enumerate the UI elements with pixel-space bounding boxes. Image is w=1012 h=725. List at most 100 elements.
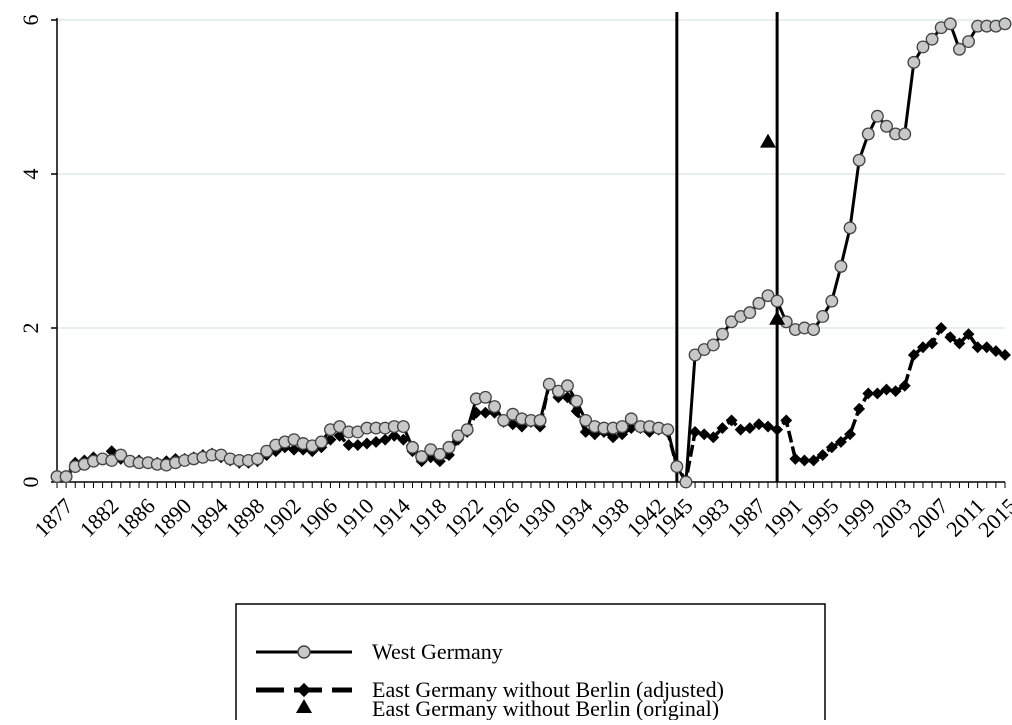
west-germany-point bbox=[451, 429, 465, 443]
period-break-lines bbox=[675, 12, 779, 482]
west-germany-point bbox=[478, 390, 492, 404]
west-germany-point bbox=[615, 420, 629, 434]
east-adjusted-point bbox=[351, 439, 364, 451]
legend-entry-east-germany-original: East Germany without Berlin (original) bbox=[296, 696, 719, 721]
legend-label-east-germany-original: East Germany without Berlin (original) bbox=[372, 696, 719, 720]
west-germany-point bbox=[870, 109, 884, 123]
x-tick-label: 1877 bbox=[29, 493, 78, 542]
west-germany-point bbox=[579, 413, 593, 427]
x-tick-label: 1886 bbox=[111, 493, 160, 542]
y-tick-label: 2 bbox=[18, 323, 43, 334]
legend-label-east-germany-adjusted: East Germany without Berlin (adjusted) bbox=[372, 677, 724, 702]
x-axis-tick-labels: 1877188218861890189418981902190619101914… bbox=[29, 493, 1012, 542]
east-adjusted-point bbox=[388, 429, 401, 442]
west-germany-point bbox=[251, 452, 264, 466]
west-germany-point bbox=[770, 294, 784, 308]
east-adjusted-point bbox=[889, 385, 902, 398]
west-germany-point bbox=[843, 221, 857, 235]
east-adjusted-point bbox=[370, 436, 382, 448]
west-germany-point bbox=[542, 377, 556, 391]
east-adjusted-point bbox=[716, 422, 729, 435]
west-germany-point bbox=[925, 32, 939, 46]
west-germany-point bbox=[670, 460, 684, 474]
west-germany-point bbox=[816, 310, 830, 323]
x-tick-label: 1995 bbox=[795, 493, 844, 542]
east-adjusted-point bbox=[579, 426, 592, 438]
west-germany-point bbox=[679, 475, 693, 489]
east-adjusted-point bbox=[734, 423, 747, 436]
x-tick-label: 1983 bbox=[685, 493, 734, 542]
east-adjusted-point bbox=[752, 418, 765, 431]
east-adjusted-point bbox=[907, 349, 920, 361]
east-adjusted-point bbox=[397, 433, 410, 446]
east-adjusted-point bbox=[880, 383, 893, 396]
east-adjusted-point bbox=[807, 454, 820, 467]
x-tick-label: 1902 bbox=[257, 493, 306, 542]
west-germany-point bbox=[661, 423, 675, 437]
x-tick-label: 2003 bbox=[868, 493, 917, 542]
west-germany-point bbox=[834, 259, 848, 273]
east-adjusted-point bbox=[288, 443, 300, 456]
east-adjusted-point bbox=[698, 428, 711, 441]
x-tick-label: 1991 bbox=[758, 493, 807, 542]
east-adjusted-point bbox=[825, 441, 838, 454]
west-germany-point bbox=[533, 413, 547, 427]
east-adjusted-point bbox=[935, 322, 948, 334]
series-plot bbox=[50, 17, 1012, 489]
x-tick-label: 1926 bbox=[476, 493, 525, 542]
east-adjusted-point bbox=[360, 437, 373, 450]
east-adjusted-point bbox=[470, 406, 483, 419]
y-tick-label: 4 bbox=[18, 169, 43, 180]
west-germany-point bbox=[943, 17, 957, 31]
west-germany-point bbox=[998, 17, 1012, 31]
west-germany-point bbox=[59, 470, 73, 484]
west-germany-point bbox=[433, 447, 447, 461]
east-adjusted-point bbox=[798, 454, 811, 467]
west-germany-point bbox=[460, 423, 474, 437]
east-adjusted-point bbox=[999, 349, 1011, 361]
legend-entry-east-germany-adjusted: East Germany without Berlin (adjusted) bbox=[256, 677, 724, 702]
west-germany-point bbox=[852, 153, 866, 167]
east-original-point bbox=[760, 133, 776, 148]
west-germany-point bbox=[743, 306, 757, 320]
east-adjusted-point bbox=[780, 414, 793, 427]
gridlines bbox=[57, 19, 1005, 329]
east-adjusted-point bbox=[989, 345, 1002, 358]
west-germany-point bbox=[488, 400, 501, 413]
series-line-west-germany bbox=[57, 22, 1006, 484]
x-tick-label: 1910 bbox=[330, 493, 379, 542]
x-tick-label: 1987 bbox=[722, 493, 771, 542]
east-adjusted-point bbox=[980, 341, 993, 354]
west-germany-point bbox=[570, 394, 584, 408]
x-tick-label: 2007 bbox=[904, 493, 953, 542]
legend-label-west-germany: West Germany bbox=[372, 639, 503, 664]
east-adjusted-point bbox=[762, 420, 774, 433]
west-germany-point bbox=[314, 435, 328, 449]
east-adjusted-point bbox=[862, 387, 875, 400]
east-adjusted-point bbox=[853, 402, 866, 415]
legend-swatch-east-original-marker bbox=[296, 699, 312, 713]
x-tick-label: 1918 bbox=[403, 493, 452, 542]
west-germany-point bbox=[114, 448, 128, 462]
east-adjusted-point bbox=[479, 406, 492, 419]
west-germany-point bbox=[861, 127, 875, 141]
x-tick-label: 1999 bbox=[831, 493, 880, 542]
west-germany-point bbox=[715, 327, 729, 341]
x-tick-label: 1938 bbox=[585, 493, 634, 542]
legend-swatch-east-adjusted-marker bbox=[296, 682, 312, 698]
x-tick-label: 1898 bbox=[220, 493, 269, 542]
west-germany-point bbox=[880, 119, 893, 133]
x-tick-label: 1922 bbox=[439, 493, 488, 542]
west-germany-point bbox=[962, 35, 975, 49]
west-germany-point bbox=[706, 338, 720, 352]
east-adjusted-point bbox=[771, 423, 784, 436]
east-adjusted-point bbox=[971, 341, 984, 354]
west-germany-point bbox=[952, 42, 966, 56]
west-germany-point bbox=[916, 40, 930, 54]
west-germany-point bbox=[561, 379, 574, 393]
x-tick-label: 1890 bbox=[148, 493, 197, 542]
east-adjusted-point bbox=[342, 439, 355, 451]
west-germany-point bbox=[406, 440, 419, 454]
